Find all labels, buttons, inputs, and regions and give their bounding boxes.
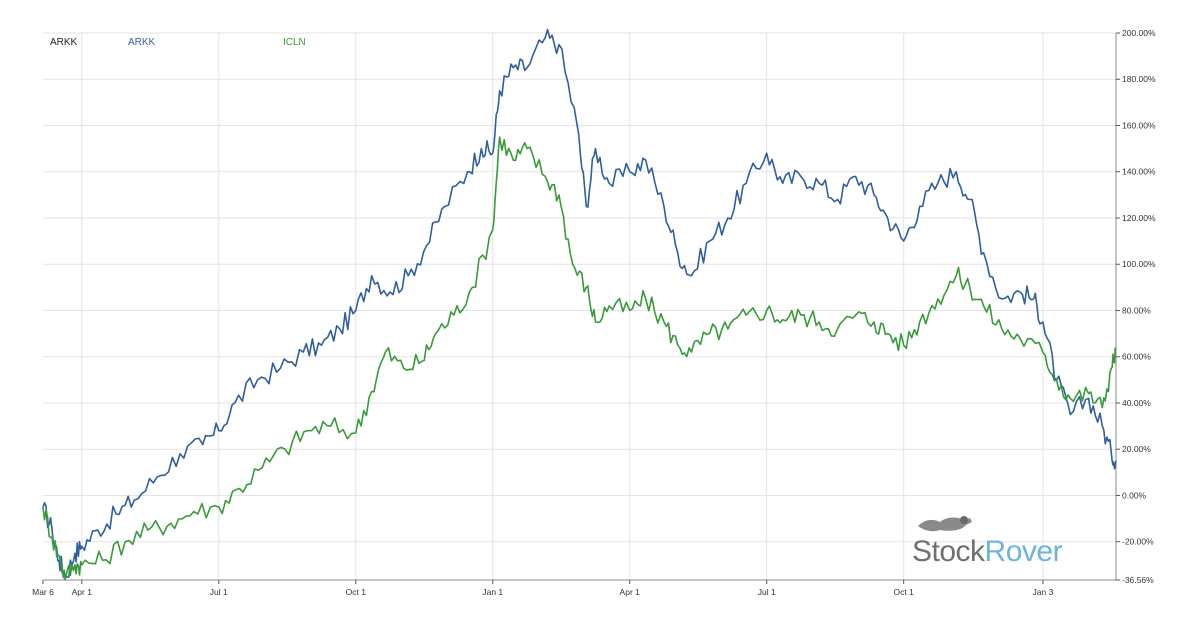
x-tick-label: Jan 3 bbox=[1033, 587, 1054, 597]
y-tick-label: -36.56% bbox=[1122, 575, 1154, 585]
y-tick-label: -20.00% bbox=[1122, 537, 1154, 547]
x-tick-label: Jul 1 bbox=[210, 587, 228, 597]
y-tick-label: 80.00% bbox=[1122, 305, 1151, 315]
y-tick-label: 180.00% bbox=[1122, 74, 1156, 84]
series-line-icln bbox=[42, 136, 1117, 581]
logo-stock-text: Stock bbox=[912, 535, 985, 568]
legend-arkk-black: ARKK bbox=[50, 37, 78, 48]
y-tick-label: 20.00% bbox=[1122, 444, 1151, 454]
x-tick-label: Mar 6 bbox=[32, 587, 54, 597]
stockrover-logo: StockRover bbox=[912, 535, 1063, 569]
y-tick-label: 40.00% bbox=[1122, 398, 1151, 408]
x-tick-label: Oct 1 bbox=[894, 587, 915, 597]
logo-rover-text: Rover bbox=[984, 535, 1063, 568]
legend-icln: ICLN bbox=[283, 37, 306, 48]
y-tick-label: 160.00% bbox=[1122, 120, 1156, 130]
stockrover-dog-icon bbox=[918, 516, 972, 532]
x-tick-label: Oct 1 bbox=[346, 587, 367, 597]
x-axis: Mar 6 Apr 1 Jul 1 Oct 1 Jan 1 Apr 1 Jul 1 Oct 1… bbox=[32, 580, 1054, 597]
x-tick-label: Jul 1 bbox=[758, 587, 776, 597]
y-tick-label: 100.00% bbox=[1122, 259, 1156, 269]
y-tick-label: 60.00% bbox=[1122, 352, 1151, 362]
y-tick-label: 140.00% bbox=[1122, 167, 1156, 177]
series-line-arkk bbox=[42, 28, 1117, 579]
y-tick-label: 200.00% bbox=[1122, 28, 1156, 38]
grid bbox=[43, 32, 1117, 581]
y-axis: 200.00% 180.00% 160.00% 140.00% 120.00% 100.0… bbox=[1116, 28, 1156, 585]
x-tick-label: Apr 1 bbox=[620, 587, 641, 597]
legend-arkk-blue: ARKK bbox=[128, 37, 156, 48]
series-group bbox=[42, 28, 1117, 581]
x-tick-label: Apr 1 bbox=[72, 587, 93, 597]
x-tick-label: Jan 1 bbox=[482, 587, 503, 597]
y-tick-label: 0.00% bbox=[1122, 490, 1147, 500]
y-tick-label: 120.00% bbox=[1122, 213, 1156, 223]
